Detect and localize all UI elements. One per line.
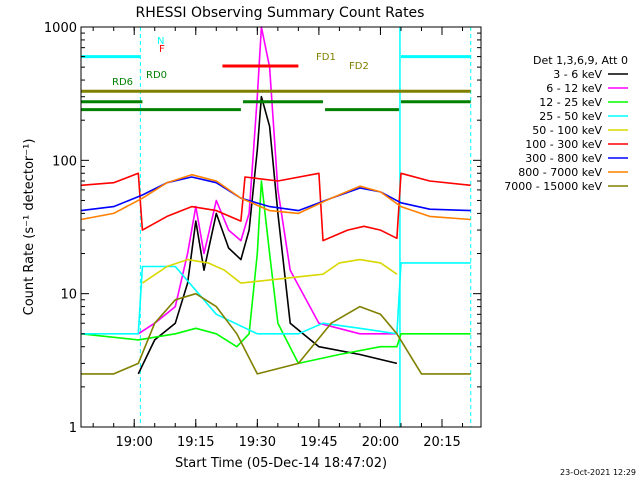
legend-label-2: 12 - 25 keV [539, 96, 602, 109]
legend-label-0: 3 - 6 keV [553, 68, 602, 81]
legend-label-3: 25 - 50 keV [539, 110, 602, 123]
flag-label-5: RD6 [112, 77, 133, 88]
date-stamp: 23-Oct-2021 12:29 [560, 468, 636, 477]
flag-label-1: F [159, 44, 165, 55]
legend-header: Det 1,3,6,9, Att 0 [533, 54, 628, 67]
legend-label-7: 800 - 7000 keV [518, 166, 602, 179]
series-line-0 [137, 95, 398, 375]
plot-frame [80, 26, 482, 428]
x-tick-label-0: 19:00 [115, 435, 152, 450]
series-line-2 [80, 180, 471, 365]
y-tick-label-3: 1000 [44, 21, 77, 36]
series-line-4 [141, 258, 398, 284]
y-tick-label-0: 1 [69, 421, 77, 436]
series-line-3 [81, 262, 471, 335]
x-tick-label-5: 20:15 [423, 435, 460, 450]
legend-label-4: 50 - 100 keV [532, 124, 602, 137]
plot-area: NF FD1 FD2 RD0 RD6 [80, 26, 472, 427]
x-tick-label-4: 20:00 [362, 435, 399, 450]
chart-title: RHESSI Observing Summary Count Rates [136, 5, 425, 21]
flag-label-0: N [157, 36, 164, 47]
x-tick-label-2: 19:30 [239, 435, 276, 450]
series-line-6 [80, 176, 471, 212]
y-axis-label: Count Rate (s⁻¹ detector⁻¹) [22, 139, 37, 316]
x-tick-label-3: 19:45 [300, 435, 337, 450]
series-line-7 [80, 173, 471, 221]
legend-label-6: 300 - 800 keV [525, 152, 602, 165]
legend-label-8: 7000 - 15000 keV [504, 180, 602, 193]
legend-label-5: 100 - 300 keV [525, 138, 602, 151]
flag-label-3: FD2 [349, 61, 369, 72]
y-tick-label-1: 10 [60, 288, 77, 303]
y-tick-label-2: 100 [52, 154, 77, 169]
series-line-8 [81, 292, 471, 375]
x-axis-label: Start Time (05-Dec-14 18:47:02) [175, 456, 387, 471]
legend-label-1: 6 - 12 keV [546, 82, 602, 95]
series-line-5 [80, 172, 471, 242]
x-tick-label-1: 19:15 [177, 435, 214, 450]
flag-label-4: RD0 [146, 70, 167, 81]
flag-label-2: FD1 [316, 52, 336, 63]
series-line-1 [137, 26, 397, 335]
axes: 19:00 19:15 19:30 19:45 20:00 20:15 1 10 100 1000 [44, 21, 481, 450]
